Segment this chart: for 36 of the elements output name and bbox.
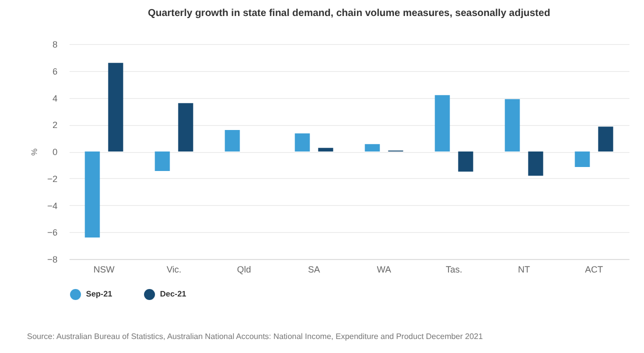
x-tick-label: Tas. [446,264,462,274]
bar [154,152,170,171]
y-tick-label: −2 [47,174,58,184]
legend-label: Sep-21 [86,290,113,299]
bar [224,130,240,152]
bar [598,126,614,152]
chart-title: Quarterly growth in state final demand, chain volume measures, seasonally adjusted [148,8,550,19]
x-tick-label: NT [518,264,530,274]
bar [528,152,544,176]
y-tick-label: 0 [52,147,58,157]
y-axis-title: % [30,148,40,156]
bar [178,103,194,152]
y-tick-label: 6 [52,66,58,76]
y-tick-label: −4 [47,200,58,211]
bar [108,62,124,152]
x-tick-label: Qld [236,264,252,274]
bar [434,95,450,152]
y-tick-label: −6 [47,228,58,238]
x-tick-label: ACT [585,264,604,274]
y-tick-label: 8 [52,40,58,50]
bar [574,152,590,167]
x-tick-label: SA [308,264,320,274]
bar [294,133,310,152]
bar [318,148,334,152]
source-note: Source: Australian Bureau of Statistics, Australian National Accounts: National Income, Expenditure and Product December 2021 [27,332,483,341]
bar [458,152,474,172]
legend-label: Dec-21 [160,290,187,299]
bar [364,144,380,152]
x-tick-label: WA [376,264,392,274]
bar [84,152,100,238]
bar [504,99,520,152]
y-tick-label: −8 [47,254,58,264]
x-tick-label: NSW [94,264,115,274]
x-tick-label: Vic. [166,264,182,274]
y-tick-label: 4 [52,93,58,104]
y-tick-label: 2 [52,120,58,130]
